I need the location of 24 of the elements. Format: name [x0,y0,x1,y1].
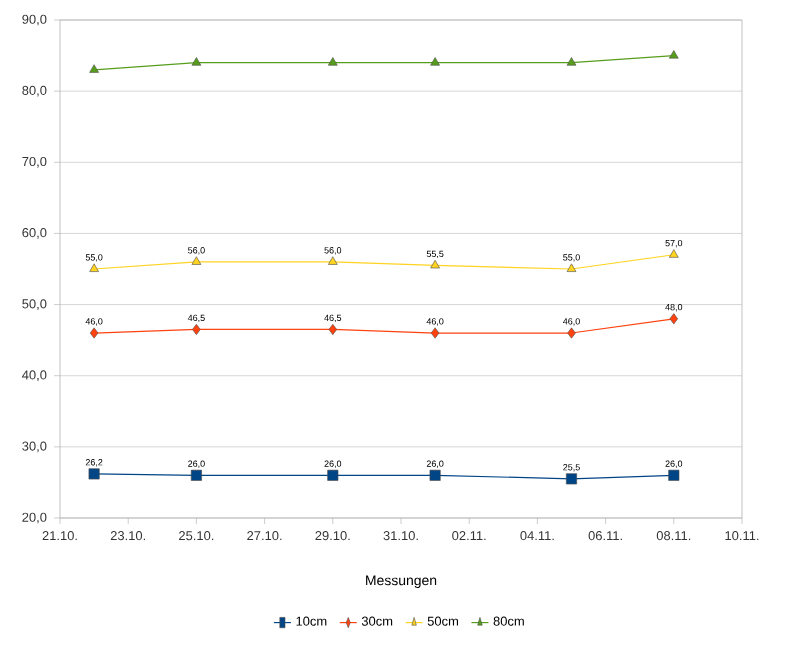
point [429,469,441,481]
point [669,249,679,258]
point [89,327,99,339]
point [566,473,577,485]
point [88,468,100,480]
point [430,327,440,339]
point [566,57,577,66]
point [192,323,201,335]
point [328,323,337,335]
point [327,469,339,481]
point [89,263,99,272]
point [328,256,338,265]
point [430,259,440,269]
point [191,57,202,66]
point [328,57,338,66]
point [89,64,99,73]
point [566,263,577,272]
point [430,57,440,66]
point [669,313,678,325]
point [567,327,576,339]
point [191,256,202,265]
point [668,469,680,481]
point [190,469,202,481]
point [669,50,679,59]
